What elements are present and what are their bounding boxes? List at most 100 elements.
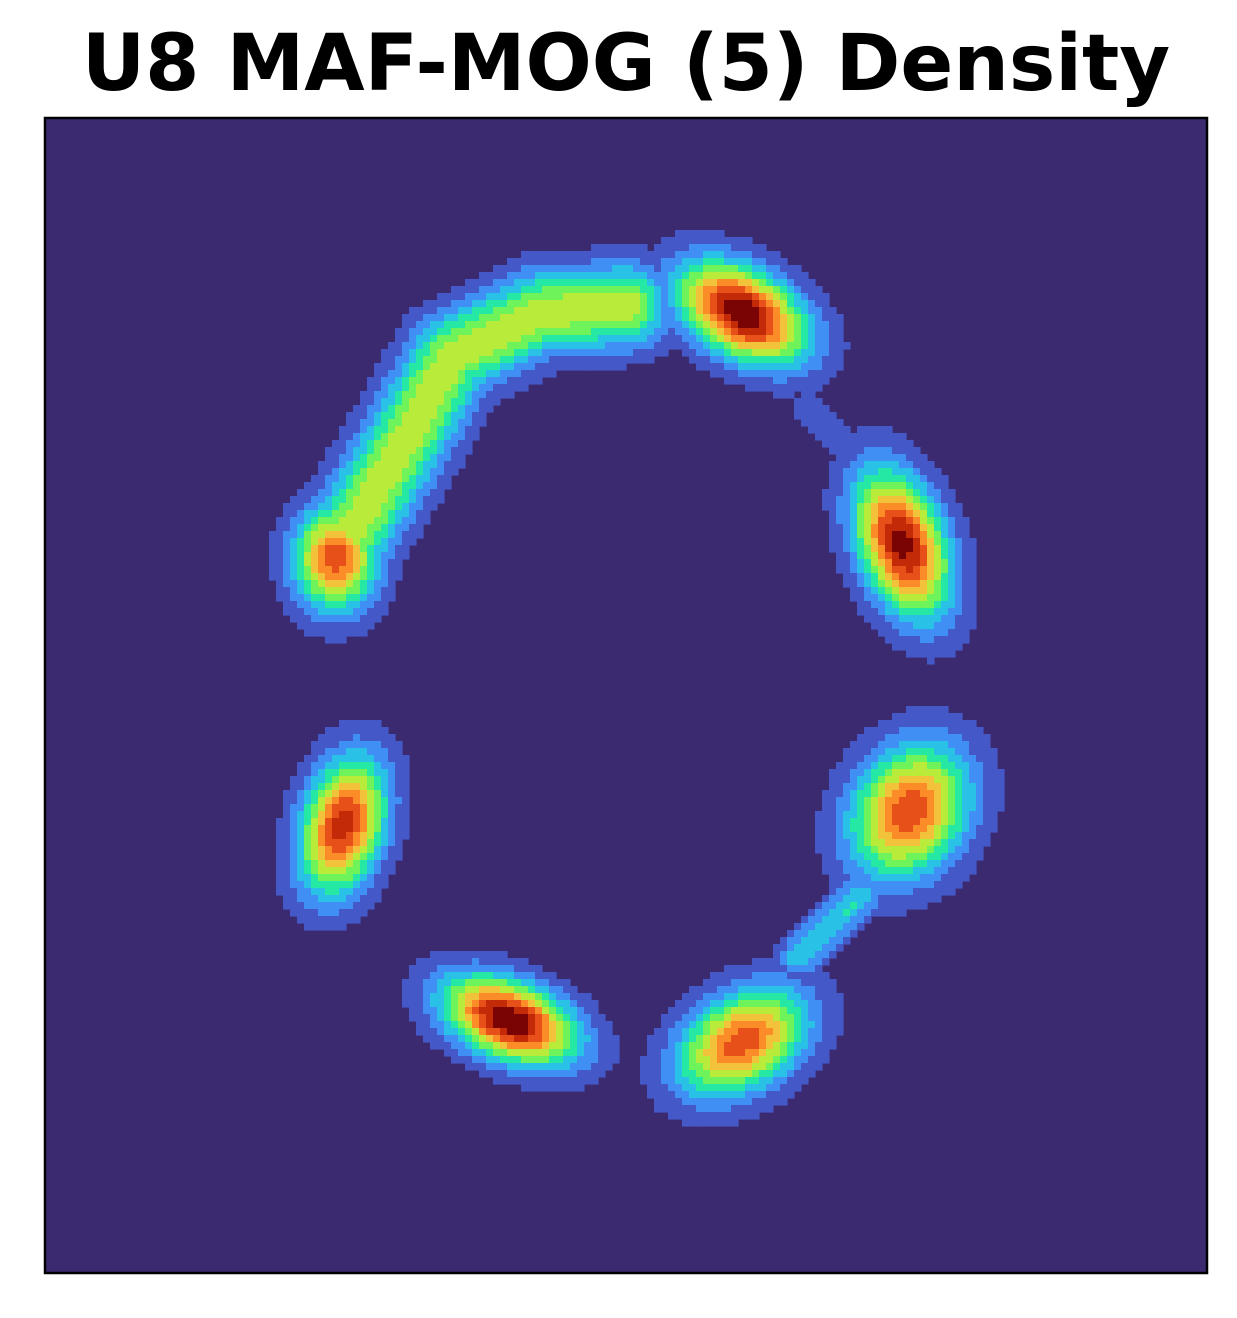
density-cell: [843, 888, 851, 896]
density-cell: [598, 1070, 606, 1078]
density-cell: [878, 510, 886, 518]
density-cell: [402, 419, 410, 427]
density-cell: [318, 783, 326, 791]
density-cell: [878, 881, 886, 889]
density-cell: [955, 811, 963, 819]
density-cell: [906, 650, 914, 658]
density-cell: [549, 1028, 557, 1036]
density-cell: [927, 734, 935, 742]
density-cell: [717, 314, 725, 322]
density-cell: [311, 559, 319, 567]
density-cell: [871, 608, 879, 616]
density-cell: [780, 993, 788, 1001]
density-cell: [899, 846, 907, 854]
density-cell: [570, 300, 578, 308]
density-cell: [297, 797, 305, 805]
density-cell: [430, 965, 438, 973]
density-cell: [381, 496, 389, 504]
density-cell: [507, 1077, 515, 1085]
density-cell: [682, 265, 690, 273]
density-cell: [864, 531, 872, 539]
density-cell: [472, 307, 480, 315]
density-cell: [283, 601, 291, 609]
density-cell: [283, 839, 291, 847]
density-cell: [528, 300, 536, 308]
density-cell: [766, 314, 774, 322]
density-cell: [437, 468, 445, 476]
density-cell: [808, 1000, 816, 1008]
density-cell: [724, 1035, 732, 1043]
density-cell: [367, 566, 375, 574]
density-cell: [962, 559, 970, 567]
density-cell: [934, 811, 942, 819]
density-cell: [794, 356, 802, 364]
density-cell: [976, 776, 984, 784]
density-cell: [696, 251, 704, 259]
density-cell: [290, 510, 298, 518]
density-cell: [381, 356, 389, 364]
density-cell: [766, 377, 774, 385]
density-cell: [549, 314, 557, 322]
density-cell: [962, 517, 970, 525]
density-cell: [304, 615, 312, 623]
density-cell: [920, 650, 928, 658]
density-cell: [920, 636, 928, 644]
density-cell: [934, 881, 942, 889]
density-cell: [458, 1021, 466, 1029]
density-cell: [808, 300, 816, 308]
density-cell: [486, 377, 494, 385]
density-cell: [724, 1098, 732, 1106]
density-cell: [899, 902, 907, 910]
density-cell: [563, 258, 571, 266]
density-cell: [871, 580, 879, 588]
density-cell: [801, 279, 809, 287]
density-cell: [675, 1007, 683, 1015]
density-cell: [542, 979, 550, 987]
density-cell: [941, 832, 949, 840]
density-cell: [528, 1035, 536, 1043]
density-cell: [416, 398, 424, 406]
density-cell: [927, 881, 935, 889]
density-cell: [374, 447, 382, 455]
density-cell: [871, 559, 879, 567]
density-cell: [535, 363, 543, 371]
density-cell: [458, 342, 466, 350]
density-cell: [934, 734, 942, 742]
density-cell: [815, 426, 823, 434]
density-cell: [752, 958, 760, 966]
density-cell: [395, 349, 403, 357]
density-cell: [808, 335, 816, 343]
density-cell: [654, 1091, 662, 1099]
density-cell: [318, 839, 326, 847]
density-cell: [913, 636, 921, 644]
density-cell: [808, 279, 816, 287]
density-cell: [654, 286, 662, 294]
density-cell: [367, 734, 375, 742]
density-cell: [976, 846, 984, 854]
density-cell: [507, 363, 515, 371]
density-cell: [752, 1063, 760, 1071]
density-cell: [563, 272, 571, 280]
density-cell: [654, 321, 662, 329]
density-cell: [864, 461, 872, 469]
density-cell: [745, 328, 753, 336]
density-cell: [325, 468, 333, 476]
density-cell: [815, 1014, 823, 1022]
density-cell: [409, 377, 417, 385]
density-cell: [780, 293, 788, 301]
density-cell: [549, 307, 557, 315]
density-cell: [808, 370, 816, 378]
density-cell: [878, 566, 886, 574]
density-cell: [325, 846, 333, 854]
density-cell: [514, 1014, 522, 1022]
density-cell: [360, 524, 368, 532]
density-cell: [948, 636, 956, 644]
density-cell: [668, 293, 676, 301]
density-cell: [402, 986, 410, 994]
density-cell: [696, 986, 704, 994]
density-cell: [724, 1070, 732, 1078]
density-cell: [836, 335, 844, 343]
density-cell: [325, 888, 333, 896]
density-cell: [822, 909, 830, 917]
density-cell: [892, 559, 900, 567]
